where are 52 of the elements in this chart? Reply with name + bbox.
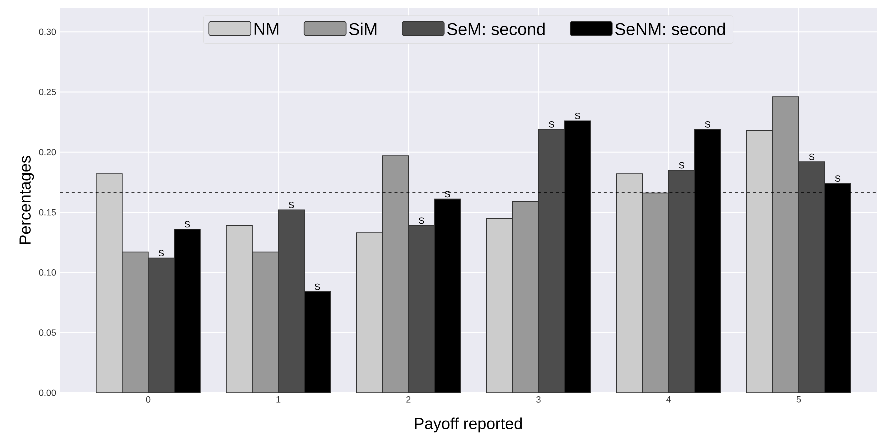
legend-label: SeM: second xyxy=(448,22,545,36)
y-axis-title: Percentages xyxy=(20,156,34,244)
bar xyxy=(512,201,540,393)
bar xyxy=(746,130,774,393)
legend-label: NM xyxy=(254,23,279,35)
data-label: S xyxy=(679,162,684,169)
x-tick-label: 0 xyxy=(146,396,151,403)
bar xyxy=(96,174,123,393)
bar xyxy=(772,96,800,393)
bar xyxy=(798,162,826,393)
y-tick-label: 0.25 xyxy=(39,89,56,96)
data-label: S xyxy=(314,284,320,290)
bar xyxy=(382,156,409,393)
data-label: S xyxy=(158,250,164,257)
data-label: S xyxy=(419,218,424,224)
bar xyxy=(278,210,305,393)
bar xyxy=(616,174,644,393)
y-tick-label: 0.15 xyxy=(39,209,56,216)
y-tick-label: 0.00 xyxy=(39,390,56,396)
legend-label: SiM xyxy=(349,22,377,36)
x-tick-label: 4 xyxy=(666,396,672,403)
y-tick-label: 0.10 xyxy=(39,270,56,276)
data-label: S xyxy=(705,121,710,128)
bar xyxy=(252,252,279,393)
data-label: S xyxy=(445,191,450,198)
x-tick-label: 3 xyxy=(536,396,541,403)
bar xyxy=(538,129,566,393)
bar xyxy=(226,225,253,393)
x-tick-label: 5 xyxy=(796,396,802,403)
bar xyxy=(434,199,461,393)
data-label: S xyxy=(288,202,294,208)
bar xyxy=(486,218,514,393)
bar xyxy=(174,228,201,393)
bar xyxy=(642,192,670,393)
data-label: S xyxy=(835,176,841,182)
x-axis-title: Payoff reported xyxy=(415,418,522,433)
data-label: S xyxy=(184,221,190,228)
bar xyxy=(122,252,149,393)
bar xyxy=(356,232,383,393)
bar xyxy=(668,170,696,393)
bar xyxy=(304,292,331,393)
legend-label: SeNM: second xyxy=(616,22,726,36)
x-tick-label: 2 xyxy=(406,396,411,403)
y-tick-label: 0.30 xyxy=(39,28,56,36)
data-label: S xyxy=(549,121,554,128)
bar xyxy=(148,258,175,393)
y-tick-label: 0.20 xyxy=(39,149,56,156)
data-label: S xyxy=(809,154,815,160)
bar xyxy=(408,226,435,393)
y-tick-label: 0.05 xyxy=(39,330,56,336)
x-tick-label: 1 xyxy=(276,396,281,403)
data-label: S xyxy=(575,113,580,120)
